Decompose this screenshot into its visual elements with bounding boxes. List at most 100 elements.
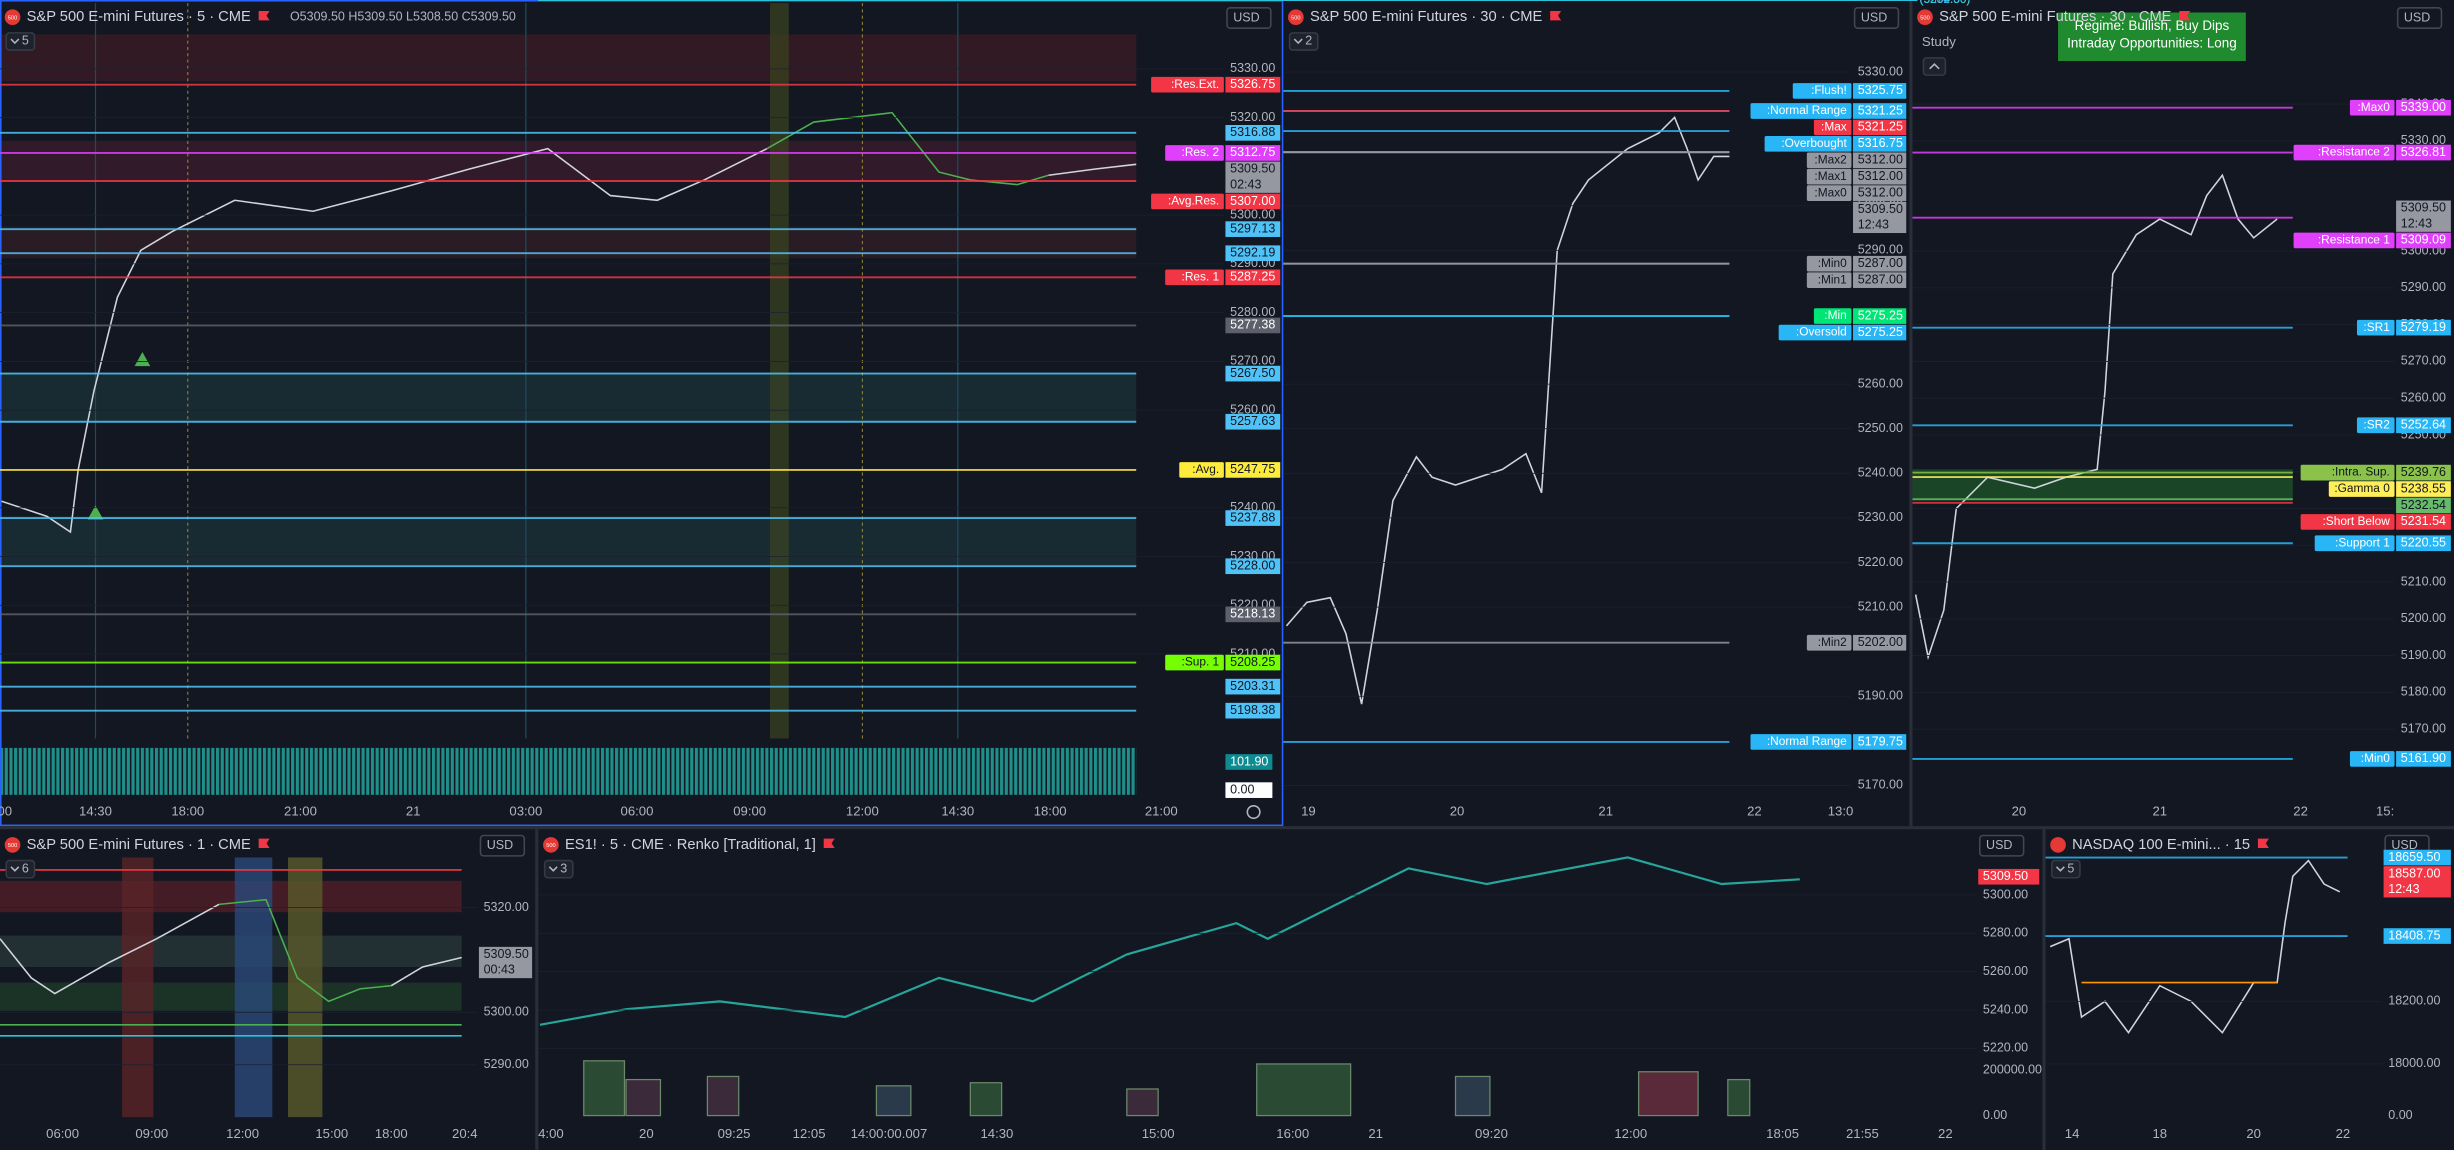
level-name: :SR2 [2363,417,2389,431]
price-line [1285,115,1730,705]
chart-title[interactable]: S&P 500 E-mini Futures · 30 · CME [1939,9,2172,25]
chart-title[interactable]: S&P 500 E-mini Futures · 1 · CME [27,837,251,853]
regime-text: Regime: Bullish, Buy Dips [2075,18,2230,33]
zone [0,140,1137,180]
price-tick-label: 5290.00 [2401,280,2446,294]
bar-countdown: 02:43 [1230,177,1261,191]
legend-toggle[interactable] [543,859,574,879]
legend-toggle[interactable] [5,859,36,879]
symbol-badge [2050,837,2066,853]
settings-icon[interactable] [1246,805,1261,820]
session-band [122,857,154,1118]
symbol-badge-text: 500 [1291,15,1300,21]
level-price: 5287.00 [1858,272,1903,286]
symbol-badge-text: 500 [8,15,17,21]
legend-toggle[interactable] [2050,859,2081,879]
level-price: 5275.25 [1858,325,1903,339]
chart-title[interactable]: NASDAQ 100 E-mini... · 15 [2072,837,2250,853]
level-price-tag [1225,145,1281,161]
current-price: 5309.50 [1230,162,1275,176]
study-label: Study [1922,34,1956,49]
legend-toggle[interactable] [1288,32,1319,51]
price-tick-label: 5330.00 [2401,133,2446,147]
level-name-tag [1778,324,1852,341]
level-name: :Oversold [1796,325,1847,339]
price-line [766,111,1049,186]
level-name-tag [1165,654,1224,671]
time-label: 00 [0,804,12,819]
level-name: :Min0 [2361,751,2390,765]
level-name-tag [1151,193,1224,210]
currency-box[interactable] [2396,7,2443,29]
currency-box[interactable] [1979,834,2025,857]
volume-tick-label: 0.00 [2388,1108,2412,1122]
chevron [2055,866,2065,872]
time-label: 09:25 [718,1126,751,1141]
level-price-tag [1225,193,1281,210]
level-name: :Res.Ext. [1171,77,1219,91]
price-tick-label: 5170.00 [1858,778,1903,792]
chart-title[interactable]: S&P 500 E-mini Futures · 5 · CME [27,9,251,25]
level-name: :Support 1 [2335,535,2390,549]
chart-title[interactable]: S&P 500 E-mini Futures · 30 · CME [1310,9,1543,25]
level-price: 5218.13 [1230,607,1275,621]
time-label: 18:00 [1034,804,1067,819]
price-tick-label: 5210.00 [2401,574,2446,588]
current-price-tag [2396,200,2451,232]
zone [0,935,462,967]
price-tick-label: 5230.00 [1858,510,1903,524]
chart-title[interactable]: ES1! · 5 · CME · Renko [Traditional, 1] [565,837,816,853]
level-price: 18659.50 [2388,850,2440,864]
price-tick-label: 5330.00 [1230,61,1275,75]
level-name: :Res. 2 [1182,145,1220,159]
volume-tick-label: 0.00 [1230,782,1254,796]
level-price: 5312.00 [1858,185,1903,199]
level-price: (5274.50) [1920,0,1971,6]
level-name: :Min [1824,308,1846,322]
currency-box[interactable] [1853,7,1900,29]
time-label: 06:00 [46,1126,79,1141]
level-price: 5307.00 [1230,194,1275,208]
price-line [1048,163,1137,177]
level-price: 18408.75 [2388,928,2440,942]
current-price-tag [478,946,533,979]
level-name-tag [1151,76,1224,93]
level-name-tag [2293,144,2395,161]
level-price: 5239.76 [2401,465,2446,479]
level-name: :Short Below [2322,514,2390,528]
currency-box[interactable] [479,834,526,857]
currency: USD [2404,10,2430,24]
level-price-tag [1225,558,1281,575]
level-name-tag [2314,535,2395,552]
current-price: 5309.50 [2401,201,2446,215]
level-price-tag [2396,144,2451,161]
level-name: :Normal Range [1767,103,1847,117]
flag [258,10,270,21]
time-label: 22 [1747,804,1762,819]
level-price: 5326.75 [1230,77,1275,91]
level-price: 5312.00 [1858,153,1903,167]
price-line [2049,859,2341,1035]
price-tick-label: 18000.00 [2388,1056,2440,1070]
level-name: :Min2 [1818,635,1847,649]
zone [0,880,462,913]
level-price-tag [1225,462,1281,478]
zone [0,982,462,1011]
legend-count: 3 [560,861,567,875]
time-label: 21:55 [1846,1126,1879,1141]
currency-box[interactable] [1226,7,1272,29]
level-price: 5238.55 [2401,481,2446,495]
level-price-tag [2396,751,2451,767]
time-label: 14 [2065,1126,2080,1141]
study-toggle[interactable] [1922,57,1947,76]
level-name-tag [1806,152,1852,169]
time-label: 22 [2293,804,2308,819]
price-tick-label: 5320.00 [1230,110,1275,124]
level-name-tag [2349,99,2395,116]
level-price: 5228.00 [1230,559,1275,573]
level-name: :Normal Range [1767,734,1847,748]
legend-toggle[interactable] [5,32,36,51]
current-price-tag [2383,866,2451,898]
